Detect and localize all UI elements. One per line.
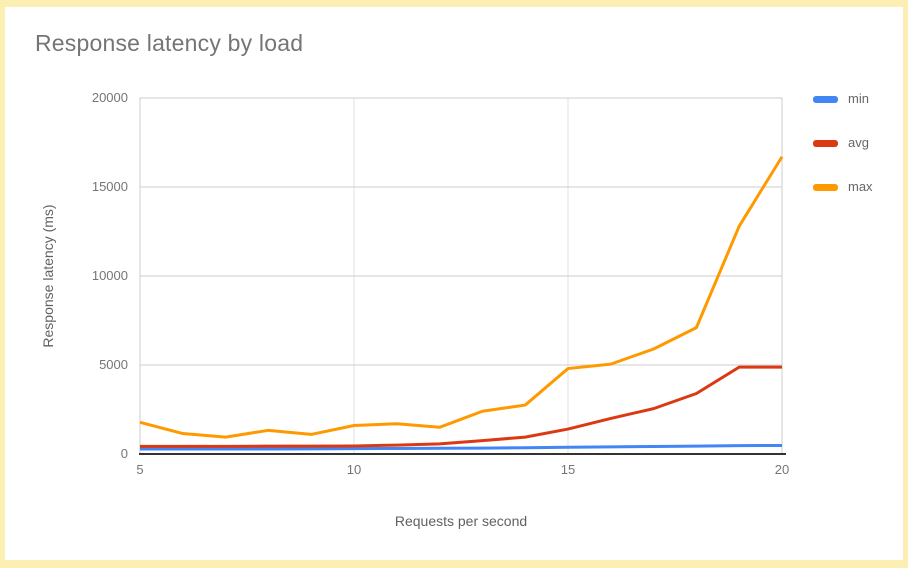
y-tick-label: 15000 [91,179,128,194]
legend-label-avg: avg [848,135,869,150]
x-tick-label: 15 [560,462,576,477]
y-tick-label: 0 [120,446,128,461]
legend-swatch-avg-icon [813,139,838,147]
plot-border [139,97,783,454]
y-tick-label: 5000 [99,357,128,372]
frame-border-bottom [0,560,908,568]
series-line-min [140,443,783,451]
series-line-max [139,155,784,439]
legend-label-min: min [848,91,869,106]
legend-label-max: max [848,179,873,194]
legend-item-avg: avg [813,134,873,152]
legend: min avg max [813,90,873,222]
legend-item-max: max [813,178,873,196]
legend-swatch-min-icon [813,95,838,103]
frame-border-left [0,0,5,568]
y-axis-title: Response latency (ms) [40,204,56,348]
frame-border-top [0,0,908,7]
x-tick-label: 10 [346,462,362,477]
series-line-avg [140,365,782,448]
frame-border-right [903,0,908,568]
x-axis-title: Requests per second [394,513,528,529]
y-tick-label: 10000 [91,268,128,283]
x-tick-label: 20 [774,462,790,477]
y-tick-label: 20000 [91,90,128,105]
legend-swatch-max-icon [813,183,838,191]
x-tick-label: 5 [136,462,144,477]
chart-title: Response latency by load [35,30,304,56]
legend-item-min: min [813,90,873,108]
